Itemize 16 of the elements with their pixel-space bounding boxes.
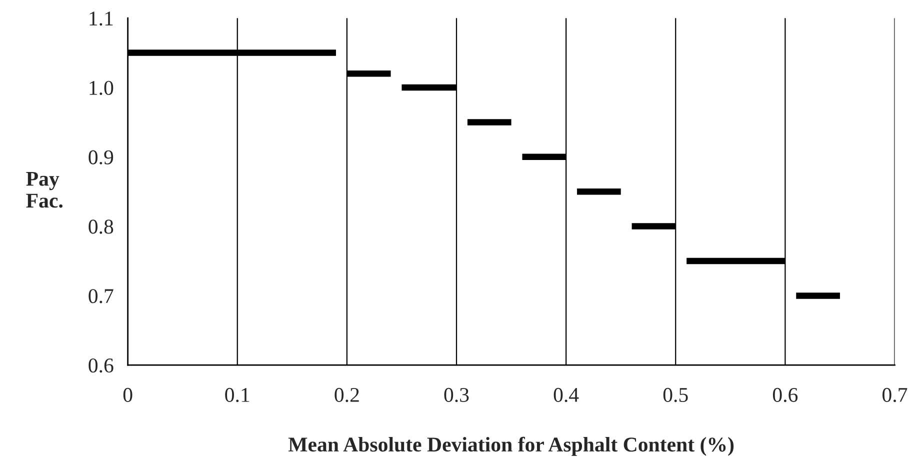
y-axis-title: Pay Fac. (26, 172, 63, 208)
x-tick-label: 0.3 (444, 388, 469, 402)
x-tick-label: 0.6 (772, 388, 798, 402)
x-tick-label: 0.2 (334, 388, 359, 402)
y-tick-label: 0.7 (88, 289, 114, 304)
x-tick-label: 0.1 (225, 388, 250, 402)
y-tick-label: 0.9 (88, 150, 114, 164)
x-tick-label: 0.4 (554, 388, 579, 402)
y-tick-label: 1.1 (90, 12, 113, 26)
x-axis-title: Mean Absolute Deviation for Asphalt Content (%) (288, 436, 734, 456)
x-tick-label: 0.5 (663, 388, 688, 402)
y-tick-label: 0.6 (88, 358, 114, 373)
y-tick-label: 0.8 (88, 220, 114, 234)
x-tick-label: 0.7 (882, 388, 908, 402)
x-tick-label: 0 (123, 388, 132, 402)
y-tick-label: 1.0 (90, 80, 114, 96)
